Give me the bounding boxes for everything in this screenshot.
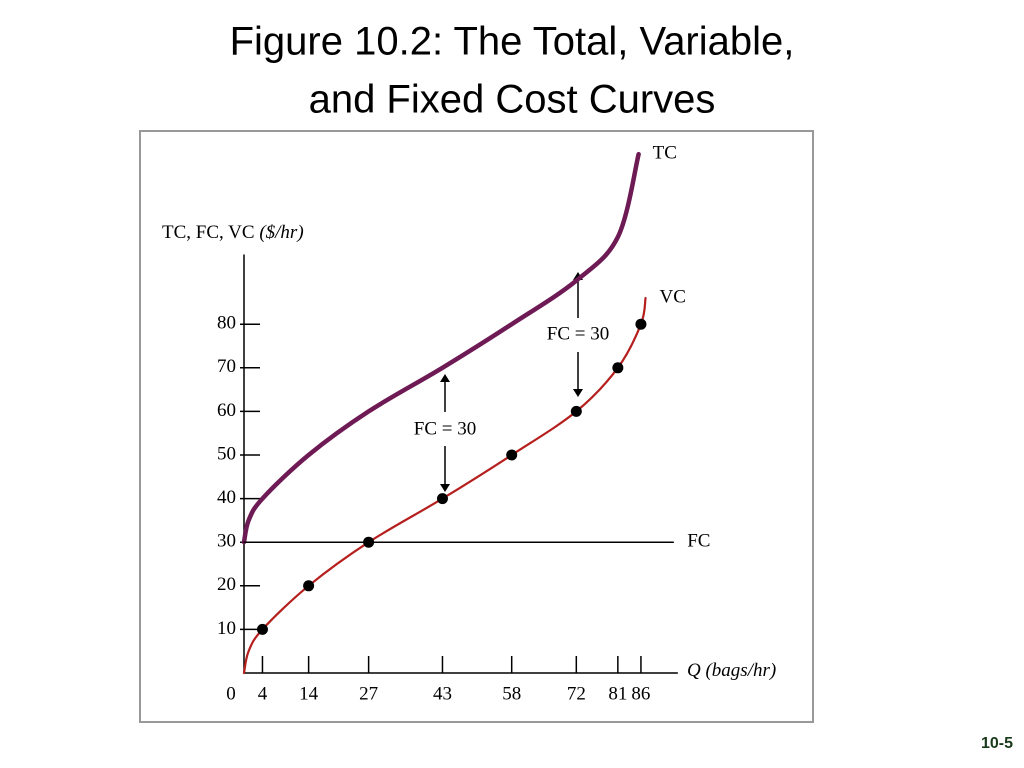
x-tick-label: 27: [359, 683, 378, 704]
series-line: [241, 151, 641, 545]
x-tick-label: 81: [608, 683, 627, 704]
page-number: 10-5: [981, 735, 1013, 752]
y-tick-label: 70: [217, 356, 236, 377]
x-axis-label: Q (bags/hr): [687, 660, 776, 681]
annotation: FC = 30: [414, 418, 476, 439]
x-label-unit: (bags/hr): [705, 660, 776, 681]
title-line: and Fixed Cost Curves: [309, 78, 716, 122]
x-tick-label: 0: [226, 683, 236, 704]
data-point: [303, 580, 315, 592]
series-label: TC: [653, 143, 677, 164]
y-tick-label: 50: [217, 443, 236, 464]
title-line: Figure 10.2: The Total, Variable,: [230, 20, 795, 64]
x-tick-label: 86: [631, 683, 650, 704]
series-label: FC: [687, 531, 710, 552]
x-tick-label: 14: [299, 683, 319, 704]
x-tick-label: 72: [567, 683, 586, 704]
data-point: [635, 318, 647, 330]
y-tick-label: 60: [217, 400, 236, 421]
series-label: VC: [660, 286, 686, 307]
y-tick-label: 80: [217, 313, 236, 334]
x-label-text: Q: [687, 660, 701, 681]
y-label-text: TC, FC, VC: [162, 222, 255, 243]
data-point: [570, 405, 582, 417]
annotation: FC = 30: [547, 323, 609, 344]
y-tick-label: 10: [217, 618, 236, 639]
data-point: [256, 623, 268, 635]
figure-frame: [139, 130, 814, 723]
x-tick-label: 43: [433, 683, 452, 704]
x-tick-label: 4: [258, 683, 268, 704]
data-point: [363, 536, 375, 548]
y-tick-label: 40: [217, 487, 236, 508]
data-point: [612, 362, 624, 374]
data-point: [506, 449, 518, 461]
x-tick-label: 58: [502, 683, 521, 704]
y-tick-label: 20: [217, 574, 236, 595]
y-label-unit: ($/hr): [259, 222, 303, 243]
y-axis-label: TC, FC, VC ($/hr): [162, 222, 304, 243]
data-point: [436, 493, 448, 505]
y-tick-label: 30: [217, 531, 236, 552]
